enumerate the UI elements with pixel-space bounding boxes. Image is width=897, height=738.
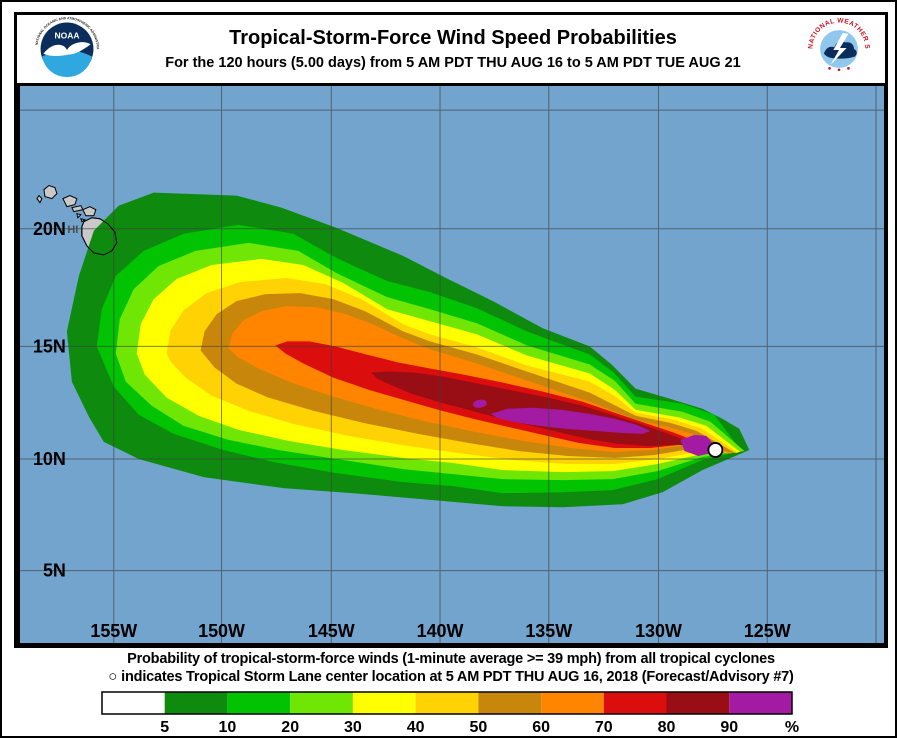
island-kahoolawe [80, 218, 87, 223]
legend: 5 10 20 30 40 50 60 70 80 90 % [2, 690, 895, 736]
page-subtitle: For the 120 hours (5.00 days) from 5 AM … [165, 54, 741, 71]
footer: Probability of tropical-storm-force wind… [14, 650, 888, 686]
title-block: Tropical-Storm-Force Wind Speed Probabil… [103, 26, 803, 72]
footer-line2-text: indicates Tropical Storm Lane center loc… [121, 669, 794, 685]
nws-lightning-icon [830, 32, 849, 66]
header: NATIONAL OCEANIC AND ATMOSPHERIC ADMINIS… [14, 12, 888, 86]
open-circle-icon: ○ [108, 668, 118, 685]
legend-swatch-8 [603, 692, 667, 714]
legend-tick-60: 60 [532, 719, 550, 736]
lon-label-125w: 125W [744, 621, 791, 641]
nws-ring-dot [837, 68, 841, 72]
legend-swatch-0 [102, 692, 165, 714]
island-kauai [43, 184, 58, 200]
legend-tick-labels: 5 10 20 30 40 50 60 70 80 90 % [160, 719, 799, 736]
legend-tick-10: 10 [219, 719, 237, 736]
map-canvas: 20N 15N 10N 5N 155W 150W 145W 140W 135W … [20, 86, 884, 643]
lon-label-140w: 140W [417, 621, 464, 641]
island-oahu [62, 195, 78, 208]
lon-label-145w: 145W [308, 621, 355, 641]
legend-swatch-2 [227, 692, 291, 714]
wind-probability-contours [66, 192, 750, 508]
lat-label-5n: 5N [43, 561, 66, 581]
contour-90pct-spot [472, 399, 487, 408]
island-niihau [36, 194, 43, 204]
legend-border [101, 691, 793, 715]
legend-swatch-4 [352, 692, 416, 714]
nws-ring-dot [828, 67, 831, 70]
lon-label-135w: 135W [525, 621, 572, 641]
map-panel: 20N 15N 10N 5N 155W 150W 145W 140W 135W … [14, 86, 888, 648]
contour-90pct-near-center [680, 434, 714, 456]
grid-lines [20, 86, 884, 643]
legend-tick-percent: % [785, 719, 799, 736]
page-title: Tropical-Storm-Force Wind Speed Probabil… [229, 26, 677, 49]
island-maui [82, 206, 97, 217]
noaa-seal-label: NOAA [54, 31, 79, 41]
island-outline-overlay [81, 217, 118, 256]
big-island-outline [81, 217, 118, 256]
noaa-gull-icon [43, 42, 91, 56]
contour-90pct [490, 407, 651, 434]
legend-tick-90: 90 [720, 719, 738, 736]
noaa-seal-lower [41, 49, 93, 78]
state-label-hi: HI [67, 224, 78, 236]
storm-center-marker [707, 442, 724, 458]
footer-line2: ○ indicates Tropical Storm Lane center lo… [14, 668, 888, 686]
legend-swatches [101, 691, 793, 715]
lat-label-20n: 20N [33, 219, 66, 239]
legend-tick-80: 80 [658, 719, 676, 736]
legend-tick-50: 50 [470, 719, 488, 736]
lon-label-150w: 150W [198, 621, 245, 641]
island-lanai [76, 212, 82, 219]
axis-labels: 20N 15N 10N 5N 155W 150W 145W 140W 135W … [33, 219, 791, 641]
lon-label-130w: 130W [635, 621, 682, 641]
lat-label-15n: 15N [33, 336, 66, 356]
legend-tick-30: 30 [344, 719, 362, 736]
footer-line1: Probability of tropical-storm-force wind… [127, 651, 775, 667]
lon-label-155w: 155W [90, 621, 137, 641]
legend-tick-70: 70 [595, 719, 613, 736]
nws-ring-dot [847, 67, 850, 70]
legend-tick-5: 5 [160, 719, 169, 736]
legend-swatch-5 [415, 692, 479, 714]
legend-swatch-1 [164, 692, 228, 714]
lat-label-10n: 10N [33, 449, 66, 469]
legend-swatch-10 [729, 692, 792, 714]
legend-swatch-6 [478, 692, 542, 714]
legend-swatch-9 [666, 692, 730, 714]
legend-tick-40: 40 [407, 719, 425, 736]
noaa-logo: NATIONAL OCEANIC AND ATMOSPHERIC ADMINIS… [32, 15, 101, 83]
legend-swatch-3 [290, 692, 353, 714]
nws-logo: NATIONAL WEATHER SERVICE [803, 15, 872, 82]
legend-tick-20: 20 [281, 719, 299, 736]
legend-swatch-7 [541, 692, 604, 714]
legend-canvas: 5 10 20 30 40 50 60 70 80 90 % [101, 691, 799, 736]
